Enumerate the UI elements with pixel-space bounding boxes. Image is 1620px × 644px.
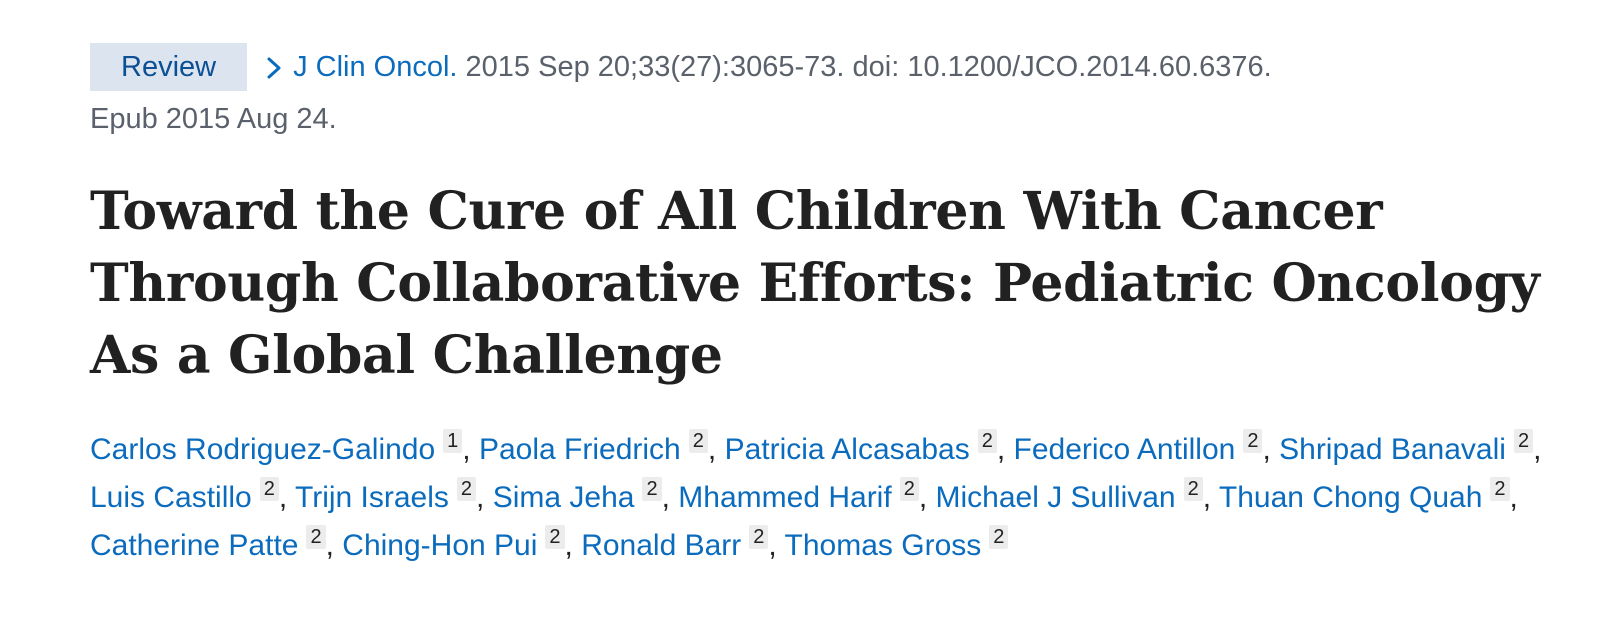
affiliation-ref[interactable]: 2 [259, 477, 279, 501]
author-item: Ronald Barr 2, [581, 525, 777, 562]
author-link[interactable]: Patricia Alcasabas [724, 433, 970, 466]
author-link[interactable]: Thuan Chong Quah [1218, 481, 1483, 514]
author-list: Carlos Rodriguez-Galindo 1, Paola Friedri… [90, 426, 1570, 570]
author-item: Michael J Sullivan 2, [935, 477, 1212, 514]
author-link[interactable]: Mhammed Harif [678, 481, 892, 514]
author-link[interactable]: Luis Castillo [90, 481, 252, 514]
author-item: Mhammed Harif 2, [678, 477, 928, 514]
author-item: Carlos Rodriguez-Galindo 1, [90, 429, 471, 466]
affiliation-ref[interactable]: 2 [989, 525, 1009, 549]
author-link[interactable]: Michael J Sullivan [935, 481, 1176, 514]
author-item: Shripad Banavali 2, [1279, 429, 1542, 466]
author-item: Ching-Hon Pui 2, [342, 525, 573, 562]
affiliation-ref[interactable]: 2 [642, 477, 662, 501]
author-link[interactable]: Federico Antillon [1013, 433, 1236, 466]
author-link[interactable]: Paola Friedrich [478, 433, 681, 466]
affiliation-ref[interactable]: 2 [749, 525, 769, 549]
affiliation-ref[interactable]: 2 [1513, 429, 1534, 453]
affiliation-ref[interactable]: 1 [443, 429, 463, 453]
citation-line: Review J Clin Oncol. 2015 Sep 20;33(27):3… [90, 43, 1570, 92]
author-link[interactable]: Trijn Israels [295, 481, 449, 514]
affiliation-ref[interactable]: 2 [977, 429, 997, 453]
author-link[interactable]: Catherine Patte [90, 529, 299, 562]
article-title: Toward the Cure of All Children With Can… [90, 181, 1540, 386]
affiliation-ref[interactable]: 2 [1183, 477, 1203, 501]
affiliation-ref[interactable]: 2 [1490, 477, 1510, 501]
author-link[interactable]: Ronald Barr [581, 529, 742, 562]
author-item: Catherine Patte 2, [90, 525, 334, 562]
article-type-badge: Review [90, 43, 248, 91]
citation-details: 2015 Sep 20;33(27):3065-73. doi: 10.1200… [457, 51, 1272, 83]
chevron-right-icon [265, 43, 283, 80]
author-link[interactable]: Shripad Banavali [1279, 433, 1506, 466]
author-item: Thomas Gross 2 [784, 525, 1009, 562]
affiliation-ref[interactable]: 2 [1243, 429, 1263, 453]
author-link[interactable]: Carlos Rodriguez-Galindo [90, 433, 436, 466]
author-item: Trijn Israels 2, [295, 477, 485, 514]
author-item: Luis Castillo 2, [90, 477, 288, 514]
affiliation-ref[interactable]: 2 [899, 477, 919, 501]
affiliation-ref[interactable]: 2 [306, 525, 326, 549]
author-item: Federico Antillon 2, [1013, 429, 1271, 466]
affiliation-ref[interactable]: 2 [456, 477, 477, 501]
author-item: Paola Friedrich 2, [478, 429, 717, 466]
affiliation-ref[interactable]: 2 [688, 429, 708, 453]
affiliation-ref[interactable]: 2 [545, 525, 565, 549]
author-link[interactable]: Thomas Gross [784, 529, 982, 562]
author-link[interactable]: Ching-Hon Pui [342, 529, 538, 562]
article-header: Review J Clin Oncol. 2015 Sep 20;33(27):3… [90, 43, 1570, 570]
epub-date: Epub 2015 Aug 24. [90, 103, 337, 135]
author-item: Sima Jeha 2, [492, 477, 670, 514]
journal-link[interactable]: J Clin Oncol. [293, 51, 458, 83]
author-link[interactable]: Sima Jeha [492, 481, 635, 514]
author-item: Patricia Alcasabas 2, [724, 429, 1006, 466]
author-item: Thuan Chong Quah 2, [1218, 477, 1518, 514]
